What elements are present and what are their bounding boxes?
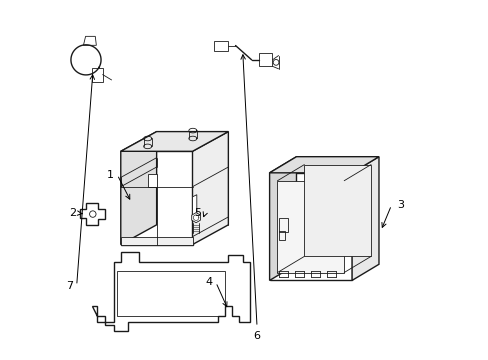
Polygon shape (80, 203, 105, 225)
Polygon shape (269, 157, 296, 280)
Polygon shape (121, 132, 156, 244)
Polygon shape (92, 252, 249, 330)
Text: 6: 6 (253, 331, 260, 341)
Polygon shape (121, 237, 192, 244)
Text: 5: 5 (194, 208, 201, 218)
Polygon shape (192, 132, 228, 244)
Polygon shape (258, 53, 272, 66)
Polygon shape (304, 165, 370, 256)
Text: 2: 2 (69, 208, 76, 219)
Polygon shape (192, 195, 196, 217)
Text: 1: 1 (106, 170, 113, 180)
Polygon shape (269, 157, 378, 173)
Polygon shape (148, 174, 157, 187)
Polygon shape (277, 181, 344, 273)
Polygon shape (121, 151, 192, 244)
Polygon shape (269, 173, 351, 280)
Text: 4: 4 (204, 277, 212, 287)
Polygon shape (83, 36, 96, 45)
Polygon shape (121, 132, 228, 151)
Polygon shape (351, 157, 378, 280)
Polygon shape (191, 213, 200, 223)
Polygon shape (214, 41, 228, 50)
Text: 3: 3 (396, 200, 403, 210)
Text: 7: 7 (66, 281, 73, 291)
Polygon shape (92, 68, 102, 82)
